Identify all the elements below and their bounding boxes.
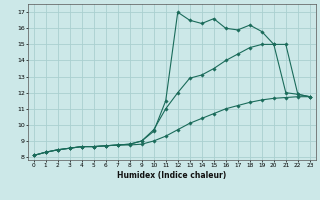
X-axis label: Humidex (Indice chaleur): Humidex (Indice chaleur) [117,171,226,180]
